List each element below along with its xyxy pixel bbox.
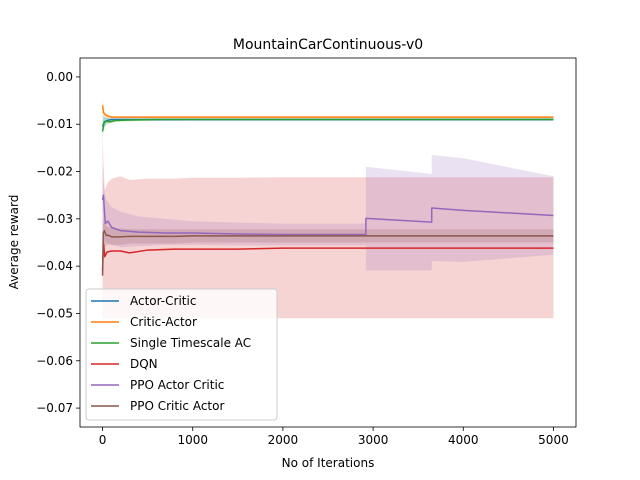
- y-tick-label: −0.05: [36, 306, 73, 320]
- legend-label-actor-critic: Actor-Critic: [130, 294, 196, 308]
- x-tick-label: 0: [99, 433, 107, 447]
- chart-title: MountainCarContinuous-v0: [233, 37, 423, 53]
- y-tick-label: −0.01: [36, 117, 73, 131]
- y-tick-label: −0.02: [36, 165, 73, 179]
- dqn-band: [102, 133, 554, 319]
- y-tick-label: −0.04: [36, 259, 73, 273]
- legend-label-ppo-critic-actor: PPO Critic Actor: [130, 399, 224, 413]
- legend: Actor-Critic Critic-Actor Single Timescale…: [85, 288, 278, 421]
- ppo-critic-actor-line: [101, 229, 554, 276]
- legend-label-dqn: DQN: [130, 357, 158, 371]
- y-tick-label: −0.03: [36, 212, 73, 226]
- dqn-line: [101, 241, 554, 271]
- plot-frame: [79, 57, 577, 428]
- legend-label-ppo-actor-critic: PPO Actor Critic: [130, 378, 224, 392]
- x-tick-label: 3000: [358, 433, 389, 447]
- x-tick-label: 2000: [268, 433, 299, 447]
- y-axis-label: Average reward: [7, 195, 21, 290]
- legend-label-critic-actor: Critic-Actor: [130, 315, 197, 329]
- y-tick-label: 0.00: [46, 70, 73, 84]
- series-lines: [101, 105, 554, 276]
- x-tick-label: 5000: [538, 433, 569, 447]
- x-axis-label: No of Iterations: [282, 456, 375, 470]
- y-tick-label: −0.07: [36, 401, 73, 415]
- y-axis: 0.00 −0.01 −0.02 −0.03 −0.04 −0.05 −0.06 −0.07: [36, 70, 80, 415]
- y-tick-label: −0.06: [36, 354, 73, 368]
- x-tick-label: 4000: [448, 433, 479, 447]
- x-tick-label: 1000: [177, 433, 208, 447]
- legend-box: [85, 288, 278, 421]
- legend-label-single-timescale-ac: Single Timescale AC: [130, 336, 251, 350]
- ppo-actor-critic-line: [101, 194, 554, 236]
- ppo-actor-critic-band: [102, 154, 554, 271]
- x-axis: 0 1000 2000 3000 4000 5000: [99, 427, 569, 447]
- single-timescale-ac-line: [101, 118, 554, 132]
- plot-area: [79, 57, 577, 428]
- critic-actor-line: [101, 105, 554, 118]
